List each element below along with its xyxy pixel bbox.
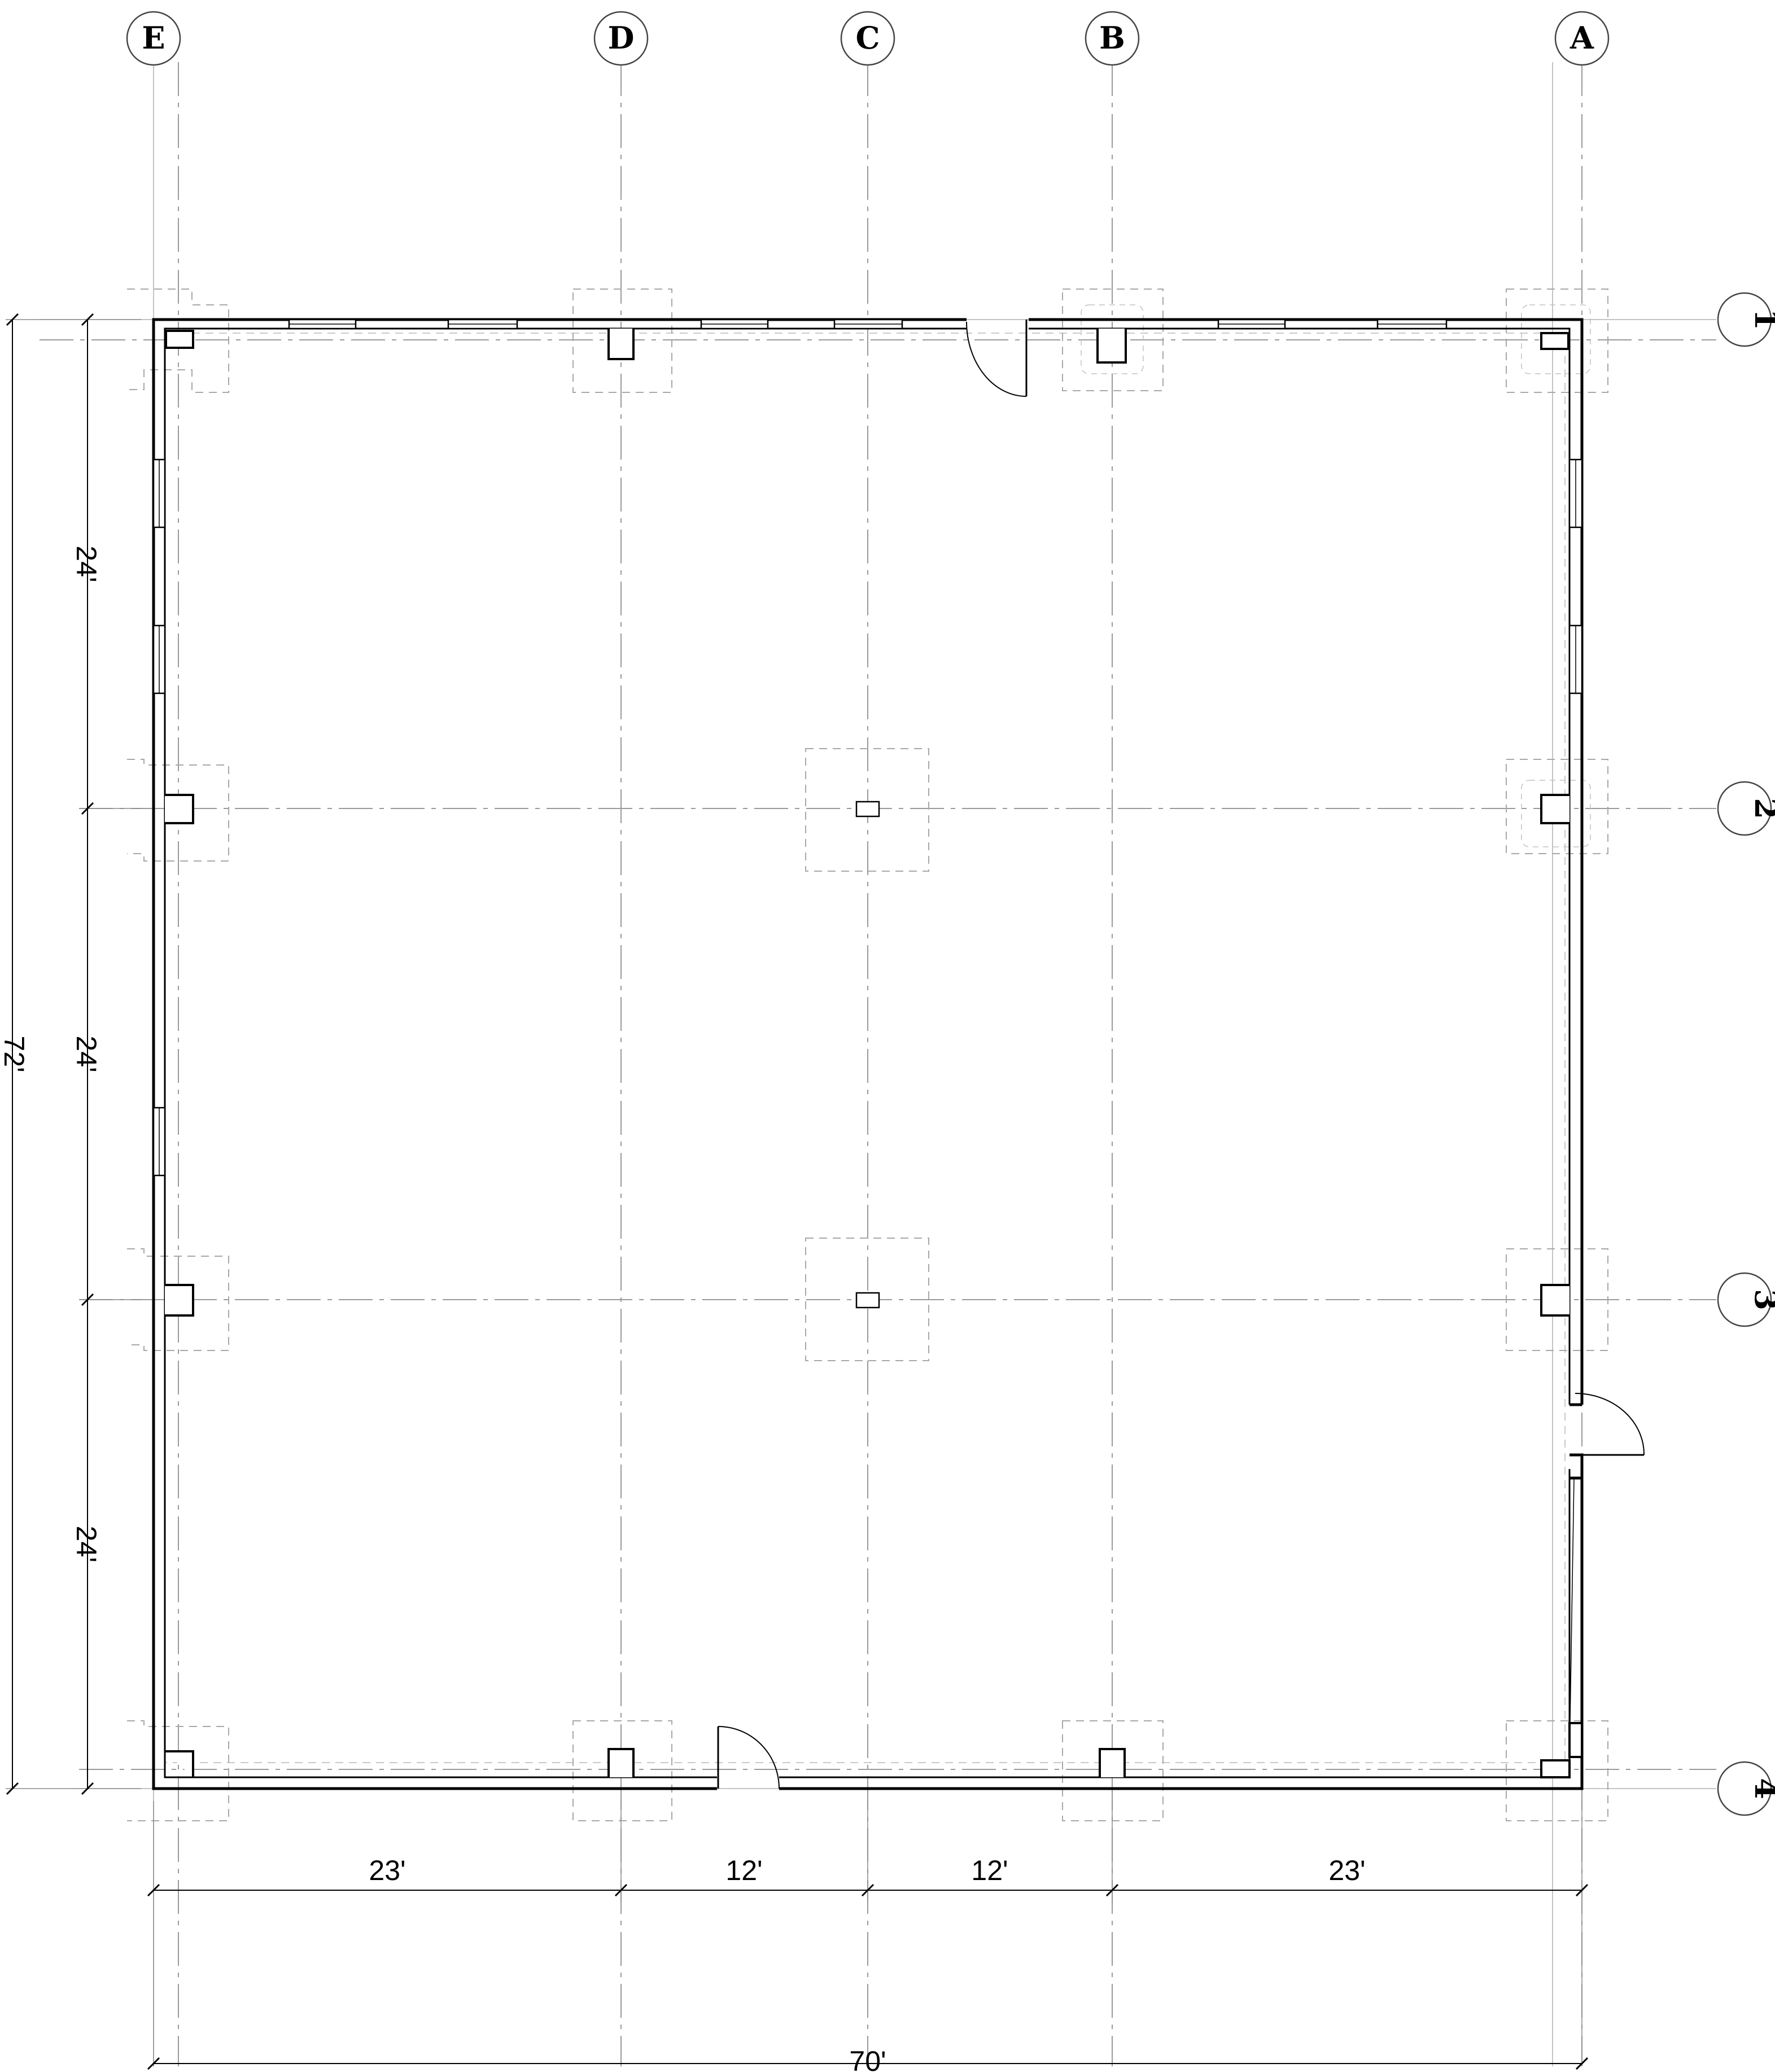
- dim-label-c-b: 12': [971, 1855, 1008, 1886]
- dim-tick-a: [1575, 1883, 1589, 1897]
- grid-bubbles: E D C B A 1 2 3: [126, 11, 1775, 1816]
- footing-a1-inner: [1521, 304, 1591, 374]
- column-c2: [855, 801, 880, 818]
- column-b1: [1096, 329, 1127, 364]
- grid-label-d: D: [608, 20, 635, 56]
- door-north-swing: [966, 321, 1027, 397]
- grid-label-a: A: [1569, 20, 1594, 56]
- grid-bubble-e: E: [126, 11, 181, 66]
- column-c3: [855, 1292, 880, 1309]
- door-jamb-east-bottom: [1569, 1453, 1584, 1480]
- grid-label-3: 3: [1748, 1289, 1775, 1310]
- dim-tick-d: [614, 1883, 628, 1897]
- footing-a2-inner: [1521, 780, 1591, 847]
- grid-lines: [40, 62, 1716, 2066]
- grid-bubble-1: 1: [1717, 292, 1775, 347]
- exterior-walls: [152, 318, 1584, 1790]
- dim-label-overall-horizontal: 70': [849, 2045, 886, 2072]
- column-d4: [607, 1748, 635, 1777]
- door-south-swing: [718, 1726, 780, 1789]
- grid-label-c: C: [856, 20, 880, 56]
- doors: [717, 320, 1645, 1789]
- dim-tick-overall-1: [6, 313, 19, 326]
- dim-label-3-4: 24': [71, 1525, 102, 1562]
- column-e3: [165, 1284, 194, 1317]
- grid-bubble-b: B: [1085, 11, 1140, 66]
- footing-a2: [1506, 759, 1608, 854]
- dim-tick-b: [1105, 1883, 1119, 1897]
- footing-c2: [805, 748, 929, 872]
- grid-label-1: 1: [1748, 309, 1775, 330]
- grid-bubble-c: C: [840, 11, 895, 66]
- column-d1: [607, 329, 635, 360]
- dim-tick-4: [81, 1782, 94, 1795]
- grid-bubble-a: A: [1554, 11, 1610, 66]
- columns: [165, 329, 1571, 1778]
- footing-a1: [1506, 288, 1608, 393]
- dim-label-d-c: 12': [725, 1855, 762, 1886]
- column-a4: [1540, 1759, 1571, 1778]
- column-b4: [1099, 1748, 1126, 1777]
- grid-bubble-2: 2: [1717, 781, 1775, 836]
- dim-tick-overall-e: [147, 2057, 160, 2070]
- grid-bubble-3: 3: [1717, 1272, 1775, 1327]
- footing-e3: [127, 1248, 229, 1351]
- dim-tick-overall-4: [6, 1782, 19, 1795]
- dim-tick-1: [81, 313, 94, 326]
- dim-label-e-d: 23': [369, 1855, 405, 1886]
- footing-c3: [805, 1238, 929, 1361]
- footing-e4: [127, 1720, 229, 1821]
- dim-tick-2: [81, 802, 94, 815]
- column-a3: [1540, 1284, 1569, 1317]
- east-glazing-line-2: [1569, 1477, 1575, 1756]
- grid-bubble-d: D: [593, 11, 649, 66]
- footing-a3: [1506, 1248, 1608, 1351]
- dim-tick-c: [861, 1883, 875, 1897]
- east-pier-base: [1568, 1722, 1583, 1758]
- grid-label-e: E: [142, 20, 165, 56]
- footing-b4: [1062, 1720, 1164, 1821]
- dim-tick-e: [147, 1883, 160, 1897]
- footing-b1: [1062, 288, 1164, 391]
- grid-label-2: 2: [1748, 798, 1775, 819]
- column-e4: [165, 1750, 194, 1777]
- column-e1: [165, 330, 194, 349]
- grid-label-b: B: [1099, 20, 1125, 56]
- footing-e1: [127, 288, 229, 393]
- dim-label-2-3: 24': [71, 1035, 102, 1072]
- door-east-swing: [1575, 1393, 1645, 1455]
- dim-tick-overall-a: [1575, 2057, 1589, 2070]
- foundation-edge: [164, 333, 1566, 1763]
- column-a1: [1540, 332, 1569, 350]
- dim-label-b-a: 23': [1328, 1855, 1365, 1886]
- column-e2: [165, 794, 194, 824]
- grid-label-4: 4: [1748, 1778, 1775, 1799]
- dim-tick-3: [81, 1293, 94, 1306]
- footing-a4: [1506, 1720, 1608, 1821]
- footing-b1-inner: [1081, 304, 1144, 374]
- footing-e2: [127, 759, 229, 862]
- grid-bubble-4: 4: [1717, 1761, 1775, 1816]
- wall-outer: [152, 318, 1584, 1790]
- dim-label-overall-vertical: 72': [0, 1035, 30, 1072]
- column-a2: [1540, 794, 1569, 824]
- windows: [152, 318, 1583, 1177]
- dim-label-1-2: 24': [71, 545, 102, 582]
- dimension-strings: 23' 12' 12' 23' 70' 24' 24' 24' 72': [0, 313, 1589, 2072]
